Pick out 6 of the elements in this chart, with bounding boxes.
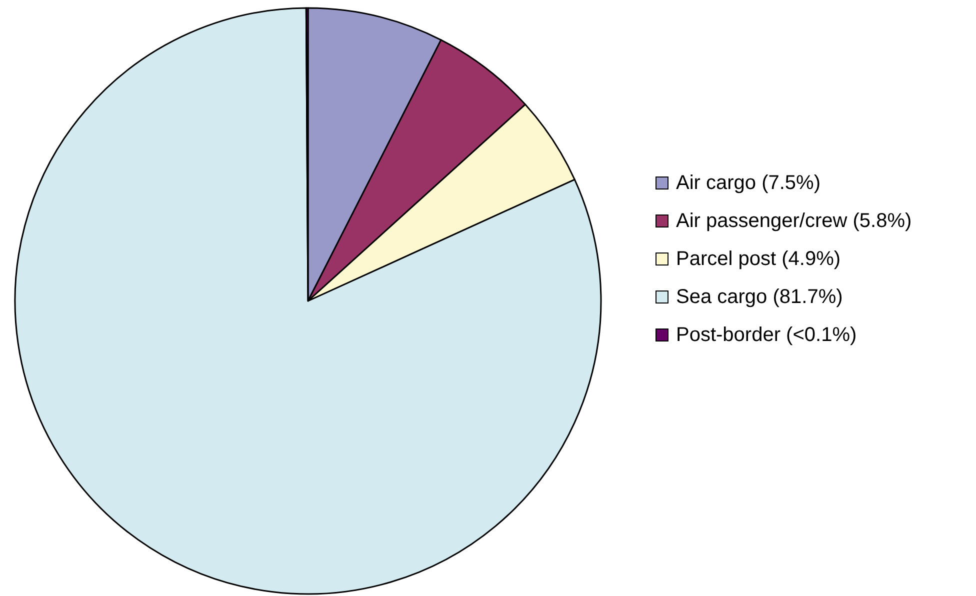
pie-slice: [14, 7, 602, 594]
legend-label: Air cargo (7.5%): [676, 172, 820, 194]
legend-label: Post-border (<0.1%): [676, 324, 857, 346]
legend-label: Parcel post (4.9%): [676, 248, 841, 270]
legend-label: Air passenger/crew (5.8%): [676, 210, 912, 232]
legend-label: Sea cargo (81.7%): [676, 286, 843, 308]
